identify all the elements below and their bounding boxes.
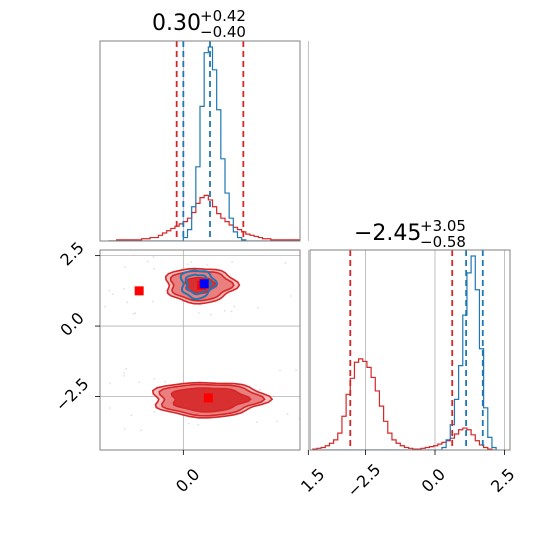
scatter-contour-frame: [99, 249, 301, 451]
histogram-p0-panel: [99, 40, 309, 242]
title-p1-minus: −0.58: [420, 233, 466, 251]
sample-point: [290, 295, 292, 297]
sample-point: [133, 254, 135, 257]
blue-contour-level1: [184, 273, 213, 296]
title-p0-minus: −0.40: [200, 23, 246, 41]
sample-point: [190, 261, 193, 264]
sample-point: [279, 369, 281, 372]
sample-point: [103, 305, 106, 308]
y-tick-label: 2.5: [56, 238, 87, 269]
histogram-red-series: [108, 194, 300, 241]
title-p1-plus: +3.05: [420, 217, 466, 235]
sample-point: [108, 407, 111, 409]
sample-point: [146, 260, 149, 263]
sample-point: [132, 312, 135, 315]
sample-point: [256, 421, 258, 424]
sample-point: [138, 381, 140, 384]
histogram-p0-frame: [99, 40, 301, 242]
blue-contour-level0: [179, 269, 219, 301]
sample-point: [130, 414, 133, 417]
sample-point: [111, 293, 114, 296]
truth-marker: [199, 279, 209, 289]
x-tick-label: 1.5: [297, 465, 328, 496]
sample-point: [233, 305, 236, 308]
title-p1-value: −2.45: [354, 221, 421, 246]
sample-point: [284, 261, 287, 264]
sample-point: [164, 380, 167, 383]
sample-point: [188, 422, 190, 425]
histogram-blue-series: [312, 255, 497, 450]
sample-point: [257, 306, 260, 309]
histogram-red-series: [312, 358, 497, 450]
x-tick-label: 0.0: [418, 465, 449, 496]
title-p0-value: 0.30: [152, 11, 201, 36]
scatter-contour-panel: 0.0 1.5 −2.5 0.0 2.5: [52, 238, 329, 496]
sample-point: [134, 312, 137, 314]
sample-point: [197, 312, 200, 314]
sample-point: [295, 369, 298, 372]
sample-point: [197, 423, 200, 426]
histogram-p1-frame: [309, 249, 511, 451]
sample-point: [140, 429, 143, 432]
sample-point: [124, 266, 126, 268]
title-p0-plus: +0.42: [200, 7, 246, 25]
x-tick-label: 2.5: [487, 465, 518, 496]
truth-marker: [134, 286, 144, 296]
sample-point: [123, 287, 126, 290]
sample-point: [210, 313, 212, 316]
sample-point: [108, 289, 111, 292]
sample-point: [153, 267, 155, 270]
sample-point: [151, 300, 154, 303]
sample-point: [153, 377, 156, 380]
sample-point: [186, 263, 189, 266]
sample-point: [231, 261, 233, 264]
sample-point: [123, 428, 126, 430]
y-tick-label: 0.0: [56, 308, 87, 339]
y-tick-label: −2.5: [52, 374, 93, 415]
histogram-blue-series: [108, 46, 300, 241]
sample-point: [230, 310, 233, 313]
sample-point: [123, 374, 125, 377]
sample-point: [259, 388, 262, 391]
sample-point: [126, 301, 129, 304]
sample-point: [286, 412, 289, 415]
sample-point: [276, 420, 278, 423]
sample-point: [206, 263, 209, 266]
truth-marker: [203, 393, 213, 403]
sample-point: [109, 382, 111, 385]
sample-point: [125, 367, 128, 370]
sample-point: [152, 256, 155, 258]
x-tick-label: 0.0: [172, 465, 203, 496]
x-tick-label: −2.5: [343, 460, 384, 501]
sample-point: [123, 371, 126, 374]
histogram-p1-panel: −2.5 0.0 2.5: [309, 249, 519, 501]
title-p1: −2.45 +3.05 −0.58: [354, 217, 466, 251]
sample-point: [223, 309, 226, 312]
title-p0: 0.30 +0.42 −0.40: [152, 7, 246, 41]
sample-point: [153, 411, 156, 413]
